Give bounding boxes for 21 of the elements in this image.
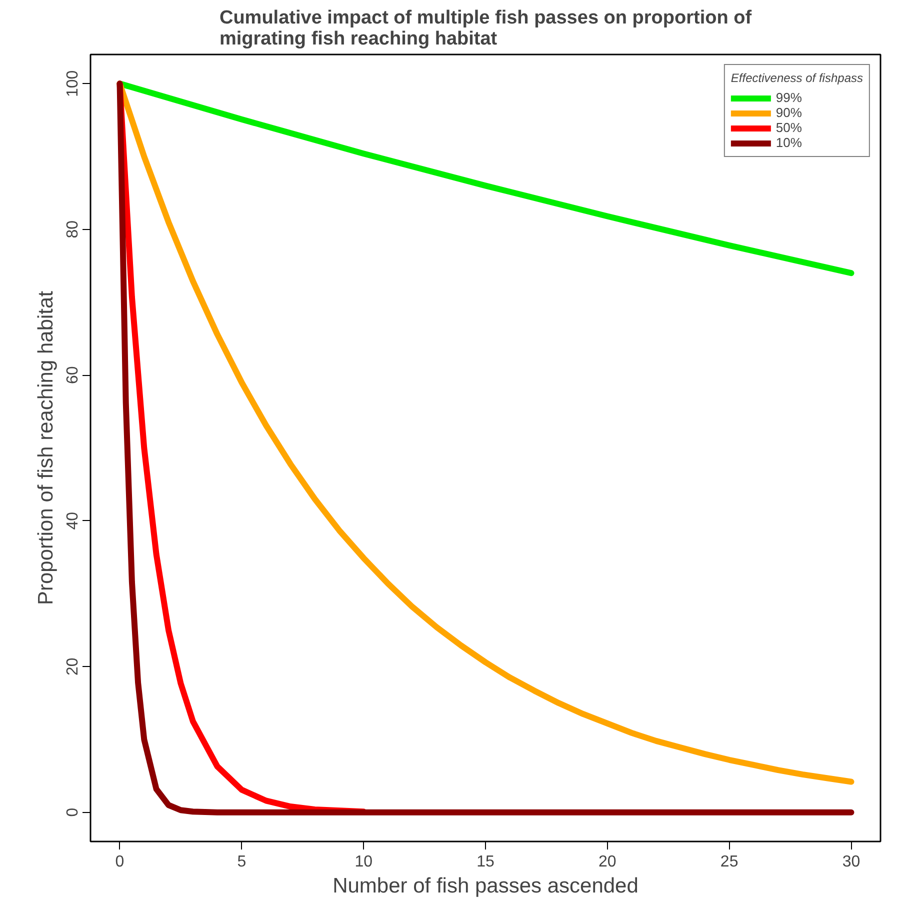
- y-tick-label: 20: [64, 658, 82, 676]
- x-tick-label: 20: [598, 854, 616, 870]
- y-tick-label: 100: [64, 70, 82, 97]
- y-tick-label: 0: [64, 808, 82, 817]
- x-tick-label: 5: [237, 854, 246, 870]
- chart-title: Cumulative impact of multiple fish passes on proportion of migrating fish reaching habitat: [219, 8, 752, 50]
- x-tick-label: 25: [720, 854, 738, 870]
- y-tick-label: 60: [64, 366, 82, 384]
- y-tick-label: 80: [64, 220, 82, 238]
- legend-label: 90%: [776, 105, 802, 120]
- x-tick-label: 30: [842, 854, 860, 870]
- legend-label: 50%: [776, 120, 802, 135]
- x-tick-label: 10: [354, 854, 373, 870]
- legend-label: 99%: [776, 90, 802, 105]
- legend-title: Effectiveness of fishpass: [730, 71, 863, 85]
- x-tick-label: 0: [115, 854, 124, 870]
- y-axis-title: Proportion of fish reaching habitat: [34, 290, 58, 606]
- x-axis-title: Number of fish passes ascended: [332, 874, 638, 898]
- legend-label: 10%: [776, 135, 802, 150]
- y-tick-label: 40: [64, 512, 82, 530]
- x-tick-label: 15: [476, 854, 494, 870]
